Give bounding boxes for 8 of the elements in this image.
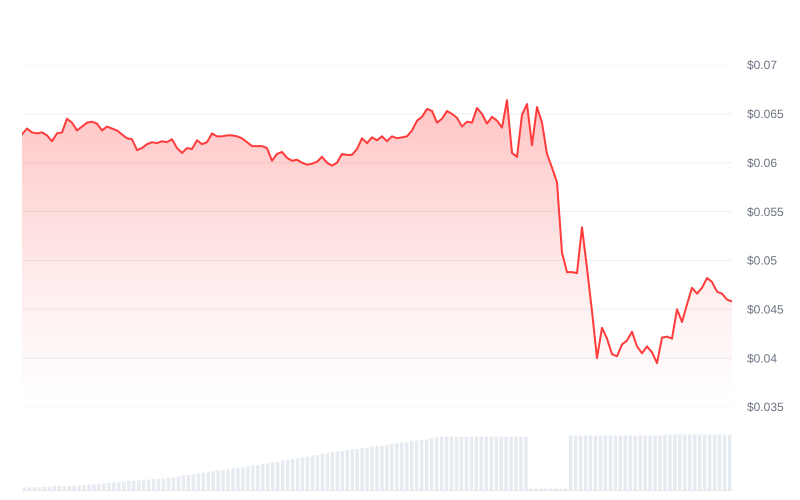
y-tick-label: $0.065 bbox=[747, 107, 784, 122]
y-tick-label: $0.04 bbox=[747, 351, 778, 366]
y-tick-label: $0.06 bbox=[747, 156, 778, 170]
y-tick-label: $0.035 bbox=[747, 400, 784, 414]
y-tick-label: $0.05 bbox=[747, 254, 778, 268]
y-tick-label: $0.045 bbox=[747, 302, 784, 316]
y-tick-label: $0.055 bbox=[747, 204, 784, 219]
y-tick-label: $0.07 bbox=[747, 58, 778, 72]
